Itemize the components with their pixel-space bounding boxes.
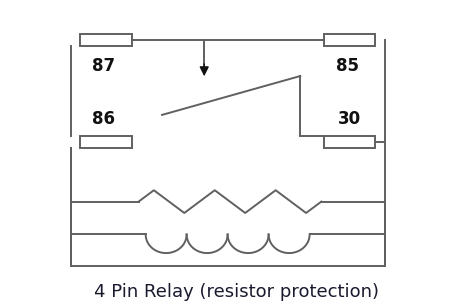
Text: 87: 87 bbox=[92, 57, 115, 75]
Bar bbox=[80, 136, 132, 148]
Text: 85: 85 bbox=[336, 57, 359, 75]
Text: 30: 30 bbox=[338, 110, 361, 129]
Bar bbox=[324, 34, 375, 47]
Bar bbox=[80, 34, 132, 47]
Bar bbox=[324, 136, 375, 148]
Text: 86: 86 bbox=[92, 110, 115, 129]
Text: 4 Pin Relay (resistor protection): 4 Pin Relay (resistor protection) bbox=[94, 283, 380, 301]
